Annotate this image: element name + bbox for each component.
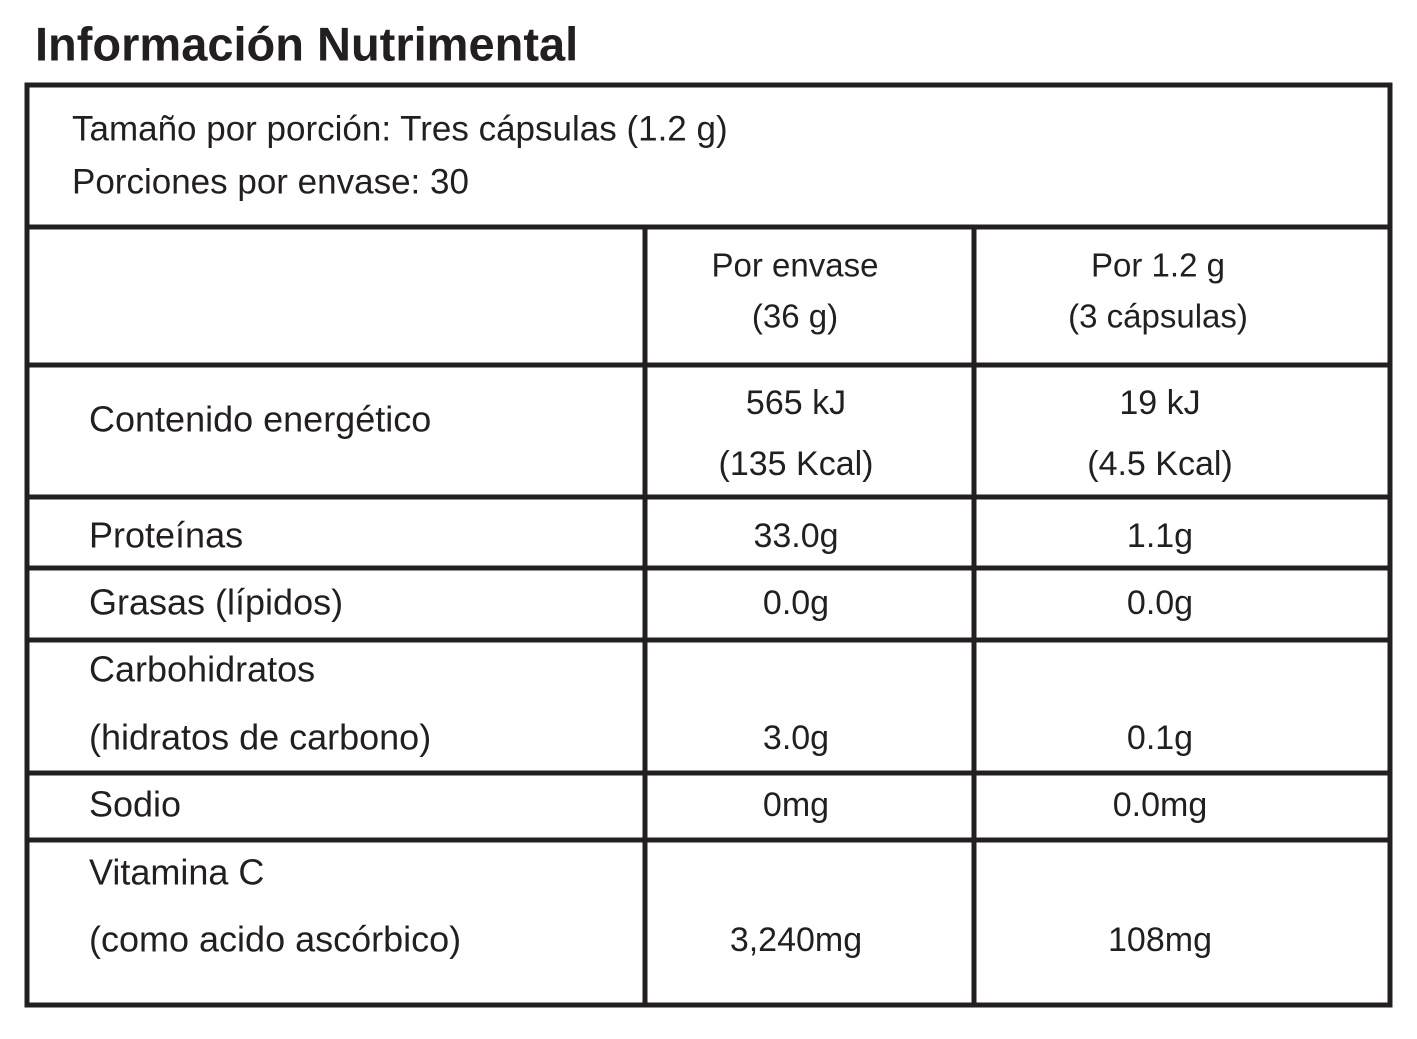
column-header: Por 1.2 g xyxy=(1091,247,1225,284)
per-package-value: 3,240mg xyxy=(730,921,862,959)
per-package-value: 33.0g xyxy=(753,517,838,555)
per-serving-value: 0.1g xyxy=(1127,719,1193,757)
title: Información Nutrimental xyxy=(35,17,578,70)
nutrient-label: Proteínas xyxy=(89,515,243,556)
column-header: Por envase xyxy=(712,247,879,284)
outer-box xyxy=(24,82,1393,1008)
nutrient-label: (como acido ascórbico) xyxy=(89,919,461,960)
per-serving-value: 0.0mg xyxy=(1113,786,1208,824)
nutrient-label: Grasas (lípidos) xyxy=(89,582,343,623)
nutrient-label: Carbohidratos xyxy=(89,649,315,690)
nutrient-label: Vitamina C xyxy=(89,852,264,893)
per-package-value: (135 Kcal) xyxy=(719,445,874,483)
servings-per-container: Porciones por envase: 30 xyxy=(72,162,469,201)
column-header: (3 cápsulas) xyxy=(1068,298,1248,335)
per-serving-value: (4.5 Kcal) xyxy=(1087,445,1233,483)
per-serving-value: 1.1g xyxy=(1127,517,1193,555)
nutrient-label: (hidratos de carbono) xyxy=(89,717,431,758)
nutrient-label: Sodio xyxy=(89,784,181,825)
serving-size: Tamaño por porción: Tres cápsulas (1.2 g… xyxy=(72,109,728,148)
nutrient-label: Contenido energético xyxy=(89,399,431,440)
per-package-value: 0mg xyxy=(763,786,829,824)
per-package-value: 0.0g xyxy=(763,584,829,622)
per-package-value: 565 kJ xyxy=(746,384,846,422)
per-package-value: 3.0g xyxy=(763,719,829,757)
per-serving-value: 0.0g xyxy=(1127,584,1193,622)
per-serving-value: 19 kJ xyxy=(1119,384,1200,422)
column-header: (36 g) xyxy=(752,298,838,335)
per-serving-value: 108mg xyxy=(1108,921,1212,959)
